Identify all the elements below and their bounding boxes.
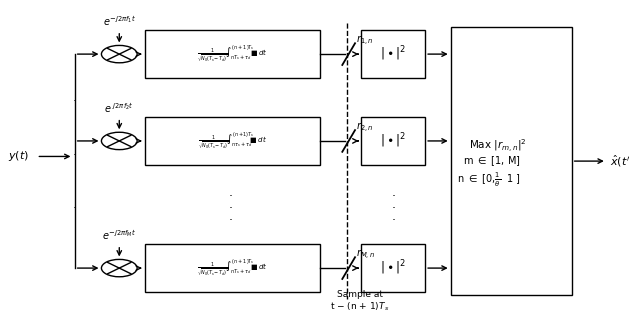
Text: $\frac{1}{\sqrt{N_0(T_s\!-\!T_d)}}\!\int_{nT_s+\tau_d}^{(n+1)T_s}\!\!\blacksquar: $\frac{1}{\sqrt{N_0(T_s\!-\!T_d)}}\!\int… (197, 44, 268, 64)
Text: $e^{\ j2\pi f_2 t}$: $e^{\ j2\pi f_2 t}$ (104, 101, 134, 115)
Text: $\hat{x}(t'$: $\hat{x}(t'$ (610, 153, 630, 169)
Text: $r_{1,n}$: $r_{1,n}$ (356, 34, 374, 48)
Text: $\frac{1}{\sqrt{N_0(T_s\!-\!T_d)}}\!\int_{nT_s+\tau_d}^{(n+1)T_s}\!\!\blacksquar: $\frac{1}{\sqrt{N_0(T_s\!-\!T_d)}}\!\int… (197, 258, 268, 278)
Text: m $\in$ [1, M]: m $\in$ [1, M] (463, 154, 520, 168)
Text: .
.
.: . . . (228, 186, 233, 223)
Text: $y(t)$: $y(t)$ (8, 149, 29, 163)
Bar (362, 244, 425, 292)
Text: .
.
.: . . . (391, 186, 396, 223)
Text: .: . (73, 91, 77, 104)
Text: .: . (73, 145, 77, 158)
Text: n $\in$ [0,$\frac{1}{\theta}$  1 ]: n $\in$ [0,$\frac{1}{\theta}$ 1 ] (457, 171, 520, 189)
Text: $r_{M,n}$: $r_{M,n}$ (356, 248, 376, 262)
Text: .: . (73, 198, 77, 211)
Bar (145, 30, 320, 78)
Text: $|\bullet|^2$: $|\bullet|^2$ (380, 45, 406, 63)
Text: Sample at
t $-$ (n $+$ 1)$T_s$: Sample at t $-$ (n $+$ 1)$T_s$ (330, 290, 389, 313)
Text: $r_{2,n}$: $r_{2,n}$ (356, 121, 374, 135)
Bar (451, 27, 572, 295)
Text: $\frac{1}{\sqrt{N_0(T_s\!-\!T_d)}}\!\int_{n\tau_s+\tau_d}^{(n\!+\!1)T_s}\!\!\bla: $\frac{1}{\sqrt{N_0(T_s\!-\!T_d)}}\!\int… (198, 131, 267, 151)
Bar (362, 30, 425, 78)
Bar (145, 117, 320, 165)
Text: Max $|r_{m,n}|^2$: Max $|r_{m,n}|^2$ (468, 137, 527, 154)
Bar (362, 117, 425, 165)
Text: $e^{-j2\pi f_M t}$: $e^{-j2\pi f_M t}$ (102, 228, 136, 242)
Text: $|\bullet|^2$: $|\bullet|^2$ (380, 132, 406, 150)
Text: $e^{-j2\pi f_1 t}$: $e^{-j2\pi f_1 t}$ (103, 14, 136, 28)
Bar (145, 244, 320, 292)
Text: $|\bullet|^2$: $|\bullet|^2$ (380, 259, 406, 278)
